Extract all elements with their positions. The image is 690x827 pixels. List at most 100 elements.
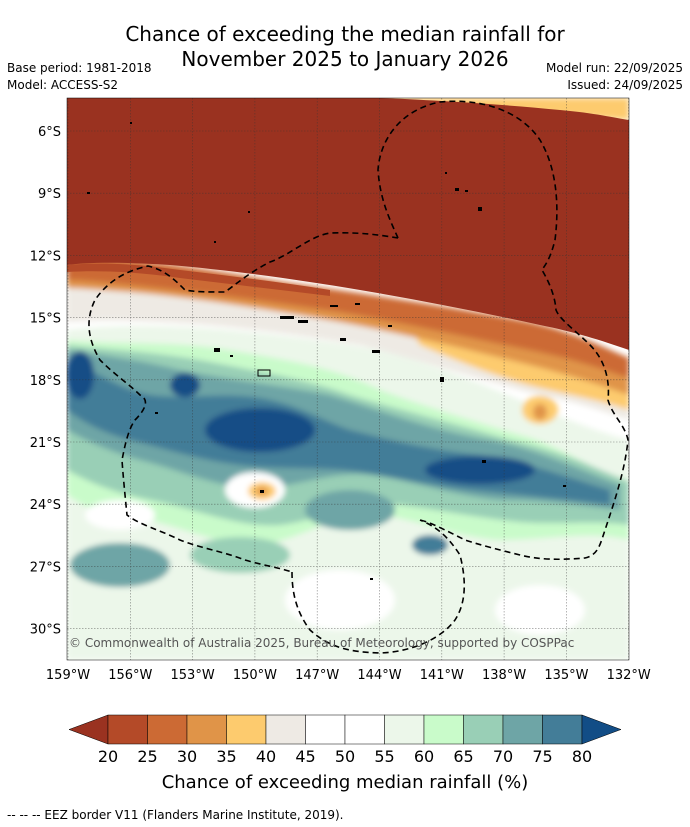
field-dry-edge bbox=[67, 263, 330, 296]
island bbox=[260, 490, 264, 493]
island bbox=[340, 338, 346, 341]
lon-label: 156°W bbox=[108, 668, 152, 683]
colorbar-tick: 45 bbox=[295, 747, 315, 766]
lat-label: 18°S bbox=[30, 374, 61, 389]
copyright-notice: © Commonwealth of Australia 2025, Bureau… bbox=[69, 636, 574, 650]
rainfall-map: © Commonwealth of Australia 2025, Bureau… bbox=[30, 97, 651, 793]
lat-label: 27°S bbox=[30, 560, 61, 575]
colorbar-tick: 55 bbox=[374, 747, 394, 766]
island bbox=[230, 355, 233, 357]
island bbox=[87, 192, 90, 194]
chart-title: Chance of exceeding the median rainfall … bbox=[0, 22, 690, 72]
latitude-labels: 6°S 9°S 12°S 15°S 18°S 21°S 24°S 27°S 30°S bbox=[30, 125, 61, 638]
island bbox=[482, 460, 486, 463]
field-teal-south-1 bbox=[70, 543, 170, 587]
colorbar-tick: 20 bbox=[98, 747, 118, 766]
field-dark-blue-2 bbox=[425, 456, 535, 484]
colorbar-bin bbox=[186, 714, 227, 745]
colorbar-tick: 25 bbox=[137, 747, 157, 766]
lat-label: 6°S bbox=[38, 125, 61, 140]
eez-border-cook-islands bbox=[88, 232, 399, 573]
colorbar-tick: 80 bbox=[572, 747, 592, 766]
island bbox=[370, 578, 373, 580]
island bbox=[248, 211, 250, 213]
colorbar-bin bbox=[305, 714, 346, 745]
field-white-1 bbox=[85, 500, 155, 530]
island bbox=[355, 303, 360, 305]
colorbar-bin bbox=[502, 714, 543, 745]
lon-label: 147°W bbox=[295, 668, 339, 683]
island bbox=[388, 325, 392, 327]
field-dark-blue-4 bbox=[67, 351, 94, 399]
colorbar-bin bbox=[265, 714, 306, 745]
colorbar-bin bbox=[542, 714, 583, 745]
map-field bbox=[67, 98, 629, 660]
colorbar-tick: 40 bbox=[256, 747, 276, 766]
map-frame bbox=[66, 97, 630, 661]
lat-label: 24°S bbox=[30, 498, 61, 513]
graticule bbox=[67, 98, 630, 660]
field-grey-band bbox=[67, 270, 629, 420]
island bbox=[130, 122, 132, 124]
island bbox=[214, 348, 220, 352]
colorbar-tick: 50 bbox=[335, 747, 355, 766]
field-white-3 bbox=[495, 585, 585, 635]
lat-label: 9°S bbox=[38, 187, 61, 202]
model-run: Model run: 22/09/2025 bbox=[545, 61, 683, 75]
colorbar-tick: 75 bbox=[532, 747, 552, 766]
eez-border-french-polynesia bbox=[377, 100, 629, 561]
title-line-1: Chance of exceeding the median rainfall … bbox=[125, 22, 565, 46]
colorbar-extend-low bbox=[68, 714, 109, 745]
colorbar-tick: 30 bbox=[177, 747, 197, 766]
colorbar-bin bbox=[344, 714, 385, 745]
issued-date: Issued: 24/09/2025 bbox=[567, 78, 683, 92]
colorbar-label: Chance of exceeding median rainfall (%) bbox=[162, 772, 529, 793]
lat-label: 15°S bbox=[30, 312, 61, 327]
colorbar-bin bbox=[463, 714, 504, 745]
field-teal-south-3 bbox=[305, 490, 395, 530]
lon-label: 150°W bbox=[233, 668, 277, 683]
lon-label: 138°W bbox=[482, 668, 526, 683]
lat-label: 30°S bbox=[30, 623, 61, 638]
island bbox=[372, 350, 380, 353]
base-period: Base period: 1981-2018 bbox=[7, 61, 152, 75]
lat-label: 12°S bbox=[30, 249, 61, 264]
island bbox=[330, 305, 338, 307]
colorbar: 20 25 30 35 40 45 50 55 60 65 70 75 80 bbox=[68, 714, 622, 766]
islands bbox=[87, 122, 566, 580]
colorbar-tick: 60 bbox=[414, 747, 434, 766]
colorbar-bin bbox=[107, 714, 148, 745]
lon-label: 141°W bbox=[420, 668, 464, 683]
island bbox=[298, 320, 308, 323]
field-blue-5 bbox=[412, 535, 448, 555]
island bbox=[455, 188, 459, 191]
lat-label: 21°S bbox=[30, 436, 61, 451]
eez-borders bbox=[88, 100, 629, 654]
meta-left: Base period: 1981-2018 Model: ACCESS-S2 bbox=[7, 60, 152, 94]
field-orange-spot-2 bbox=[533, 404, 547, 420]
field-dark-blue-3 bbox=[170, 373, 200, 397]
field-white-2 bbox=[285, 570, 395, 630]
eez-footnote: -- -- -- EEZ border V11 (Flanders Marine… bbox=[7, 808, 344, 822]
island bbox=[280, 316, 294, 319]
island bbox=[445, 172, 447, 174]
lon-label: 144°W bbox=[357, 668, 401, 683]
field-teal-south-2 bbox=[190, 537, 290, 573]
model-name: Model: ACCESS-S2 bbox=[7, 78, 119, 92]
island bbox=[214, 241, 216, 243]
colorbar-tick: 65 bbox=[453, 747, 473, 766]
lon-label: 153°W bbox=[171, 668, 215, 683]
colorbar-bin bbox=[147, 714, 188, 745]
lon-label: 159°W bbox=[46, 668, 90, 683]
colorbar-bin bbox=[226, 714, 267, 745]
lon-label: 135°W bbox=[544, 668, 588, 683]
meta-right: Model run: 22/09/2025 Issued: 24/09/2025 bbox=[546, 60, 683, 94]
colorbar-tick: 70 bbox=[493, 747, 513, 766]
island bbox=[563, 485, 566, 487]
island bbox=[440, 377, 444, 382]
lon-label: 132°W bbox=[607, 668, 651, 683]
longitude-labels: 159°W 156°W 153°W 150°W 147°W 144°W 141°W 138°W… bbox=[46, 668, 651, 683]
colorbar-extend-high bbox=[581, 714, 622, 745]
colorbar-tick: 35 bbox=[216, 747, 236, 766]
title-line-2: November 2025 to January 2026 bbox=[181, 47, 509, 71]
